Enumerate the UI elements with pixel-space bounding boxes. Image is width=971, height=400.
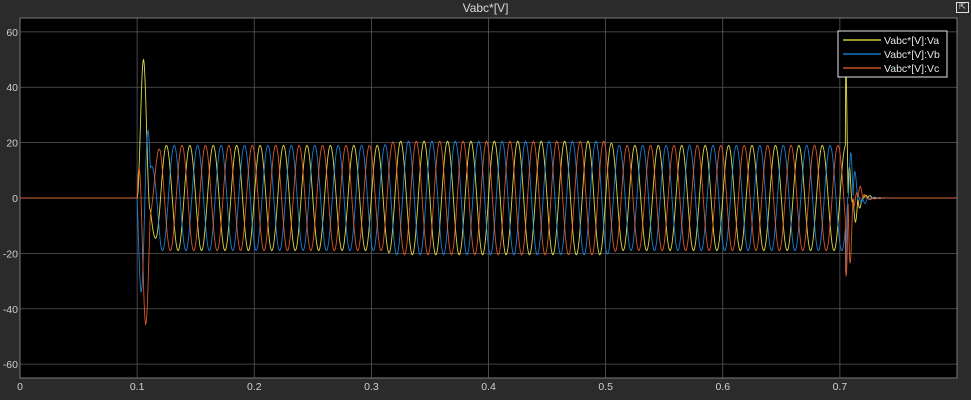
y-tick-label: -60 xyxy=(3,359,18,371)
legend-label: Vabc*[V]:Vb xyxy=(884,49,940,61)
plot-title: Vabc*[V] xyxy=(462,1,509,15)
y-tick-label: 0 xyxy=(12,193,18,205)
legend: Vabc*[V]:Va Vabc*[V]:Vb Vabc*[V]:Vc xyxy=(837,30,948,78)
x-tick-label: 0.3 xyxy=(364,381,379,393)
series-line xyxy=(20,51,957,256)
y-tick-label: 60 xyxy=(6,27,18,39)
tick-labels: 0 0.1 0.2 0.3 0.4 0.5 0.6 0.7 -60 -40 -20 0 20 40 60 xyxy=(3,27,848,393)
plot-border xyxy=(19,17,958,379)
y-tick-label: -40 xyxy=(3,304,18,316)
y-tick-label: 40 xyxy=(6,82,18,94)
restore-axes-icon[interactable]: ⇱ xyxy=(956,2,969,13)
x-tick-label: 0 xyxy=(17,381,23,393)
x-tick-label: 0.4 xyxy=(481,381,496,393)
series-line xyxy=(20,140,957,326)
series-line xyxy=(20,129,957,293)
x-tick-label: 0.1 xyxy=(130,381,145,393)
legend-label: Vabc*[V]:Va xyxy=(884,35,939,47)
x-tick-label: 0.2 xyxy=(247,381,262,393)
y-tick-label: 20 xyxy=(6,138,18,150)
x-tick-label: 0.6 xyxy=(715,381,730,393)
x-tick-label: 0.5 xyxy=(598,381,613,393)
x-tick-label: 0.7 xyxy=(833,381,848,393)
series-lines xyxy=(20,51,957,326)
legend-label: Vabc*[V]:Vc xyxy=(884,63,939,75)
y-tick-label: -20 xyxy=(3,248,18,260)
